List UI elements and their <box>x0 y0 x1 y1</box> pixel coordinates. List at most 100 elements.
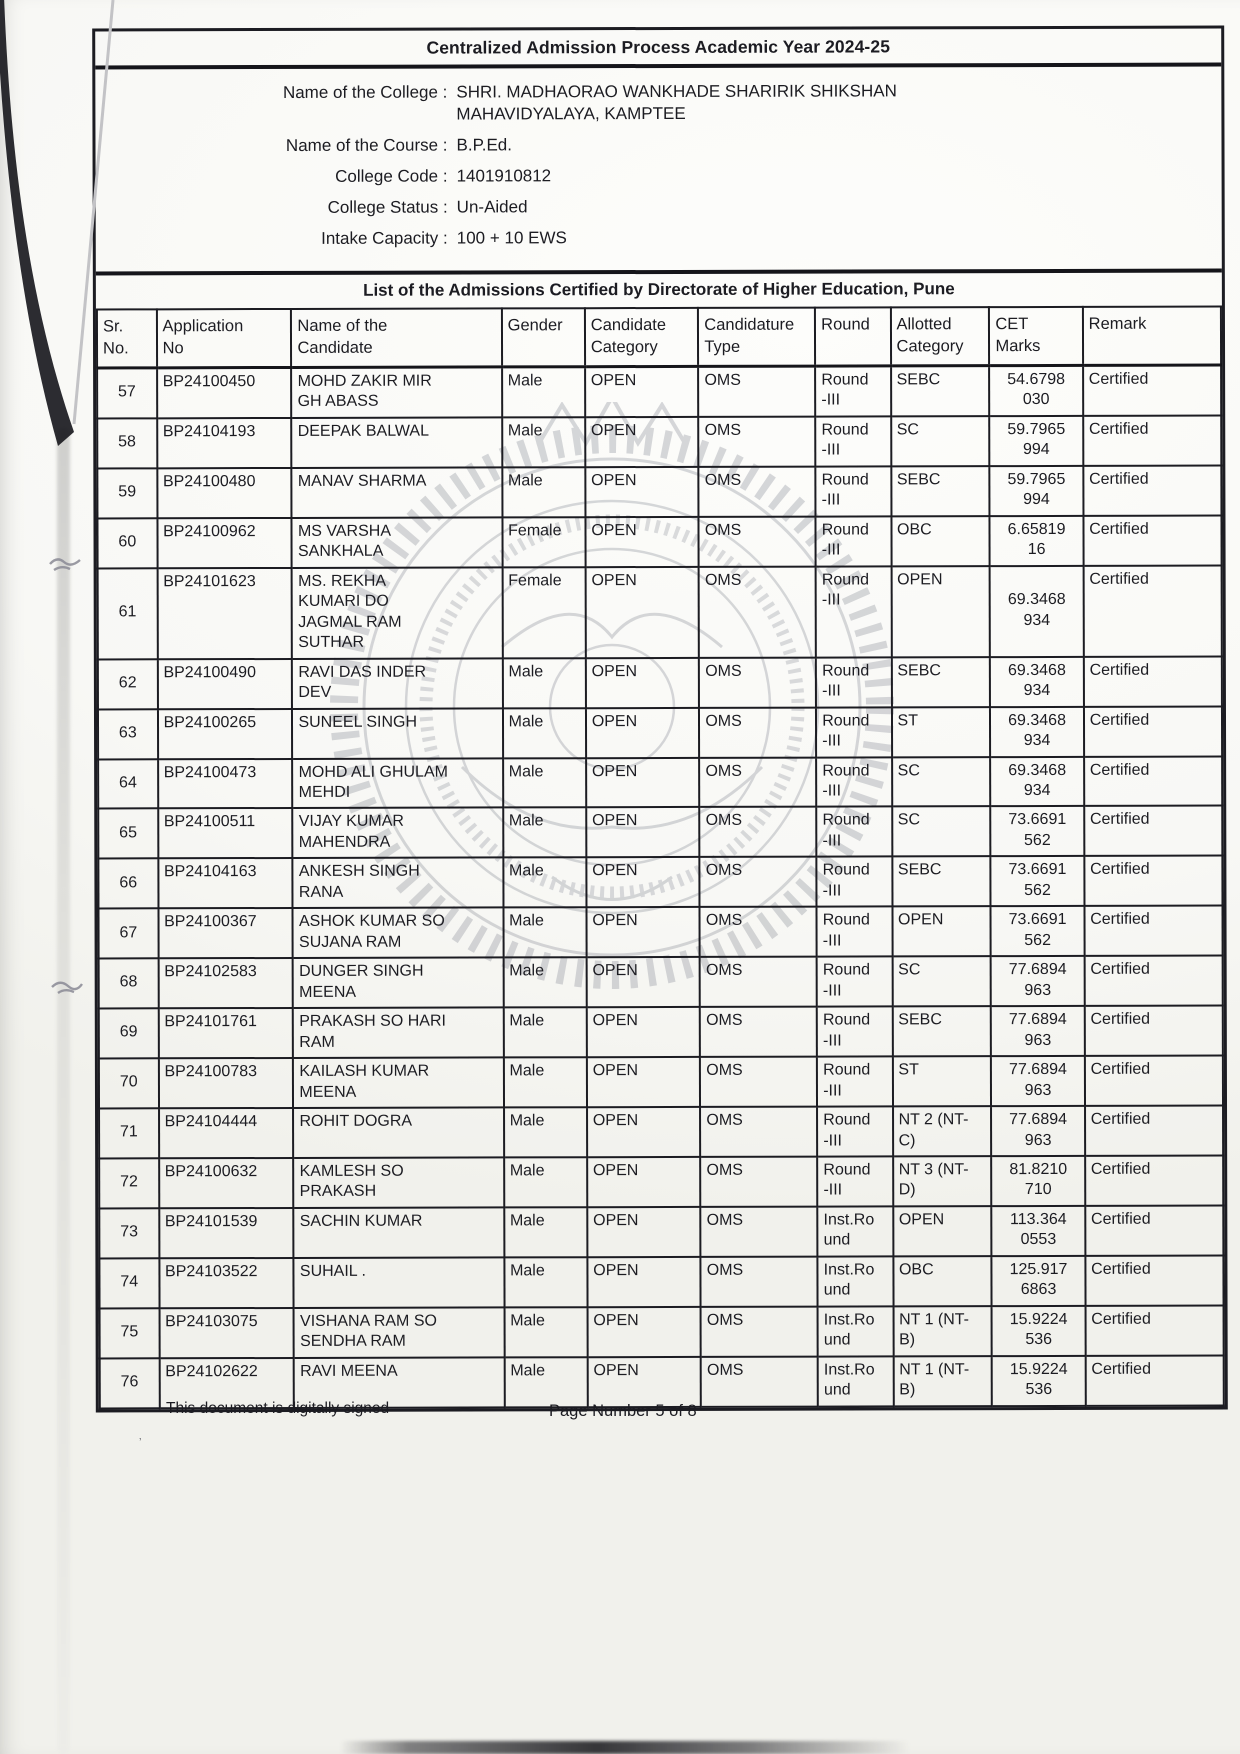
cell-allotted-category: SC <box>890 416 990 467</box>
col-header-gender: Gender <box>501 308 585 367</box>
info-label: Name of the College : <box>282 82 448 102</box>
cell-candidate-name: RAVI DAS INDER DEV <box>292 658 503 709</box>
cell-candidature-type: OMS <box>698 466 816 517</box>
list-title: List of the Admissions Certified by Dire… <box>95 268 1222 309</box>
cell-allotted-category: OBC <box>890 515 991 567</box>
cell-candidate-name: ROHIT DOGRA <box>293 1107 504 1158</box>
cell-cet-marks: 125.9176863 <box>991 1255 1086 1306</box>
cell-allotted-category: NT 1 (NT-B) <box>893 1355 993 1407</box>
cell-candidate-name: MS VARSHA SANKHALA <box>291 517 503 568</box>
col-header-cet-marks: CET Marks <box>989 306 1083 366</box>
cell-cet-marks: 6.6581916 <box>989 515 1084 566</box>
cell-candidate-name: ANKESH SINGH RANA <box>292 857 504 909</box>
cell-sr-no: 74 <box>99 1258 160 1309</box>
cell-remark: Certified <box>1084 1205 1224 1256</box>
info-label: Intake Capacity : <box>321 228 448 248</box>
cell-candidature-type: OMS <box>700 1156 818 1207</box>
cell-gender: Male <box>501 417 586 468</box>
cell-candidate-category: OPEN <box>586 1156 701 1208</box>
cell-allotted-category: SEBC <box>890 466 990 517</box>
table-row: 57 BP24100450 MOHD ZAKIR MIR GH ABASS Ma… <box>97 365 1222 419</box>
cell-application-no: BP24101623 <box>157 567 293 659</box>
cell-gender: Male <box>503 1057 587 1108</box>
cell-allotted-category: ST <box>892 1056 992 1107</box>
cell-candidature-type: OMS <box>700 1256 818 1307</box>
cell-allotted-category: OPEN <box>892 1206 992 1257</box>
cell-gender: Male <box>504 1257 588 1308</box>
cell-candidate-name: VIJAY KUMAR MAHENDRA <box>292 807 503 859</box>
cell-round: Round -III <box>816 956 893 1007</box>
document-title: Centralized Admission Process Academic Y… <box>95 28 1222 70</box>
cell-round: Round -III <box>816 856 892 907</box>
cell-candidate-name: DUNGER SINGH MEENA <box>293 957 504 1009</box>
cell-cet-marks: 59.7965994 <box>989 415 1084 467</box>
cell-allotted-category: OPEN <box>891 906 992 957</box>
cell-remark: Certified <box>1084 1155 1224 1206</box>
cell-gender: Female <box>502 566 586 659</box>
col-header-allotted-category: Allotted Category <box>890 307 990 366</box>
cell-remark: Certified <box>1084 855 1223 907</box>
cell-sr-no: 75 <box>99 1308 160 1359</box>
col-header-round: Round <box>815 307 891 367</box>
cell-candidate-category: OPEN <box>587 1356 702 1407</box>
cell-candidate-name: MANAV SHARMA <box>291 467 503 518</box>
info-value: Un-Aided <box>456 197 528 217</box>
cell-remark: Certified <box>1083 706 1223 757</box>
cell-application-no: BP24104444 <box>158 1108 294 1159</box>
college-info-section: Name of the College : SHRI. MADHAORAO WA… <box>95 67 1222 272</box>
cell-round: Round -III <box>815 466 891 517</box>
table-row: 69 BP24101761 PRAKASH SO HARI RAM Male O… <box>98 1005 1223 1059</box>
cell-allotted-category: SC <box>891 806 991 857</box>
cell-sr-no: 70 <box>98 1058 159 1109</box>
cell-cet-marks: 77.6894963 <box>991 1056 1085 1107</box>
col-header-candidate-category: Candidate Category <box>584 307 699 367</box>
cell-remark: Certified <box>1083 656 1222 707</box>
cell-candidate-category: OPEN <box>585 516 699 567</box>
cell-sr-no: 63 <box>97 708 158 759</box>
table-row: 65 BP24100511 VIJAY KUMAR MAHENDRA Male … <box>98 805 1223 859</box>
cell-sr-no: 68 <box>98 958 159 1009</box>
cell-allotted-category: NT 3 (NT-D) <box>892 1156 992 1207</box>
cell-remark: Certified <box>1084 955 1223 1007</box>
cell-allotted-category: NT 1 (NT-B) <box>893 1305 993 1357</box>
cell-application-no: BP24100473 <box>157 758 293 809</box>
cell-candidate-name: DEEPAK BALWAL <box>291 417 502 468</box>
cell-sr-no: 58 <box>97 418 157 469</box>
scan-speck: ‚ <box>139 1430 142 1442</box>
cell-sr-no: 71 <box>99 1108 159 1159</box>
cell-candidate-category: OPEN <box>586 1007 701 1058</box>
cell-candidature-type: OMS <box>700 1006 818 1058</box>
info-value: 1401910812 <box>456 166 552 186</box>
page-number: Page Number 5 of 8 <box>549 1402 697 1420</box>
cell-sr-no: 65 <box>98 808 158 859</box>
cell-allotted-category: OPEN <box>891 565 991 658</box>
cell-application-no: BP24100490 <box>157 658 293 709</box>
cell-gender: Male <box>503 1007 587 1058</box>
cell-round: Round -III <box>816 906 893 957</box>
table-row: 68 BP24102583 DUNGER SINGH MEENA Male OP… <box>98 955 1223 1009</box>
cell-round: Round -III <box>815 416 891 467</box>
table-row: 60 BP24100962 MS VARSHA SANKHALA Female … <box>97 515 1222 569</box>
cell-round: Inst.Round <box>817 1206 893 1257</box>
cell-gender: Female <box>502 517 586 568</box>
cell-candidate-name: KAMLESH SO PRAKASH <box>293 1157 504 1208</box>
cell-candidature-type: OMS <box>700 1356 819 1407</box>
info-label: Name of the Course : <box>285 135 448 155</box>
info-row-college: Name of the College : SHRI. MADHAORAO WA… <box>95 80 1221 127</box>
cell-remark: Certified <box>1082 415 1222 466</box>
table-row: 74 BP24103522 SUHAIL . Male OPEN OMS Ins… <box>99 1255 1224 1309</box>
cell-application-no: BP24100632 <box>158 1157 294 1209</box>
cell-candidature-type: OMS <box>698 366 816 417</box>
cell-candidature-type: OMS <box>700 1106 818 1157</box>
table-row: 70 BP24100783 KAILASH KUMAR MEENA Male O… <box>98 1055 1224 1109</box>
cell-sr-no: 66 <box>98 858 159 909</box>
table-row: 73 BP24101539 SACHIN KUMAR Male OPEN OMS… <box>99 1205 1224 1259</box>
cell-sr-no: 59 <box>97 468 158 519</box>
cell-gender: Male <box>504 1356 588 1408</box>
cell-gender: Male <box>501 467 586 518</box>
table-row: 63 BP24100265 SUNEEL SINGH Male OPEN OMS… <box>97 706 1223 759</box>
cell-cet-marks: 77.6894963 <box>991 956 1085 1007</box>
cell-application-no: BP24103522 <box>158 1257 294 1309</box>
cell-candidate-name: SUNEEL SINGH <box>292 707 503 759</box>
cell-candidature-type: OMS <box>699 856 817 908</box>
